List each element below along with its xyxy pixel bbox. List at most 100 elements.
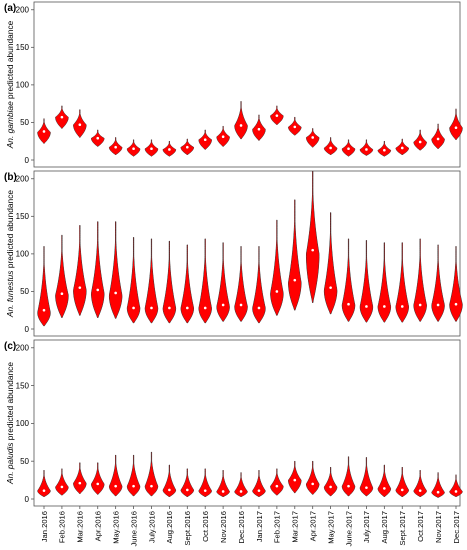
violin-7 bbox=[144, 238, 159, 324]
violin-13 bbox=[252, 114, 266, 141]
median-dot bbox=[418, 489, 422, 492]
violin-15 bbox=[288, 199, 302, 311]
median-dot bbox=[383, 148, 386, 152]
median-dot bbox=[150, 147, 153, 151]
y-tick-label: 0 bbox=[25, 495, 30, 504]
median-dot bbox=[186, 488, 189, 492]
y-tick-label: 150 bbox=[16, 212, 30, 221]
violin-22 bbox=[413, 470, 427, 497]
violin-19 bbox=[359, 139, 374, 156]
median-dot bbox=[42, 308, 46, 312]
median-dot bbox=[150, 306, 153, 310]
x-tick-label: Feb.2017 bbox=[273, 511, 282, 543]
median-dot bbox=[168, 306, 171, 310]
violin-11 bbox=[216, 470, 230, 497]
x-tick-label: Sept.2016 bbox=[183, 511, 192, 546]
violin-9 bbox=[180, 244, 195, 324]
median-dot bbox=[221, 303, 225, 307]
panel-label: (b) bbox=[4, 172, 17, 183]
violin-6 bbox=[126, 237, 141, 324]
median-dot bbox=[114, 291, 117, 295]
y-axis-label-rest: predicted abundance bbox=[5, 362, 15, 443]
violin-18 bbox=[341, 238, 356, 322]
violin-7 bbox=[144, 451, 159, 497]
violin-22 bbox=[413, 129, 427, 151]
y-tick-label: 200 bbox=[16, 344, 30, 353]
y-tick-label: 50 bbox=[20, 457, 29, 466]
median-dot bbox=[221, 490, 225, 493]
median-dot bbox=[42, 489, 46, 492]
violin-5 bbox=[108, 454, 123, 497]
x-tick-label: May.2017 bbox=[326, 511, 335, 544]
median-dot bbox=[383, 487, 386, 490]
median-dot bbox=[365, 305, 368, 308]
median-dot bbox=[365, 148, 368, 151]
violin-21 bbox=[395, 242, 409, 323]
median-dot bbox=[436, 137, 440, 141]
median-dot bbox=[275, 290, 279, 293]
median-dot bbox=[293, 125, 297, 129]
violin-8 bbox=[162, 464, 177, 497]
median-dot bbox=[96, 288, 100, 292]
median-dot bbox=[203, 138, 207, 142]
median-dot bbox=[168, 488, 171, 492]
median-dot bbox=[203, 306, 207, 310]
violin-19 bbox=[359, 240, 374, 323]
violin-20 bbox=[377, 140, 392, 157]
median-dot bbox=[257, 489, 261, 492]
median-dot bbox=[454, 126, 458, 129]
violin-17 bbox=[323, 212, 338, 315]
median-dot bbox=[186, 306, 189, 310]
median-dot bbox=[347, 302, 350, 306]
violin-12 bbox=[234, 472, 248, 497]
violin-12 bbox=[234, 246, 248, 322]
median-dot bbox=[239, 490, 243, 493]
y-axis-label: An. gambiae predicted abundance bbox=[5, 20, 15, 149]
median-dot bbox=[275, 114, 279, 117]
median-dot bbox=[257, 127, 261, 131]
x-tick-label: Apr.2017 bbox=[308, 511, 317, 541]
violin-12 bbox=[234, 101, 248, 140]
median-dot bbox=[293, 278, 297, 282]
violin-1 bbox=[37, 246, 51, 327]
violin-16 bbox=[305, 170, 320, 303]
y-tick-label: 50 bbox=[20, 287, 29, 296]
median-dot bbox=[114, 484, 117, 488]
y-axis-label: An. paludis predicted abundance bbox=[5, 362, 15, 485]
median-dot bbox=[347, 147, 350, 151]
violin-18 bbox=[341, 456, 356, 497]
y-tick-label: 0 bbox=[25, 325, 30, 334]
x-tick-label: June.2017 bbox=[344, 511, 353, 546]
y-axis-label: An. funestus predicted abundance bbox=[5, 190, 15, 318]
violin-1 bbox=[37, 470, 51, 497]
x-tick-label: Mar.2016 bbox=[76, 511, 85, 543]
y-tick-label: 200 bbox=[16, 175, 30, 184]
y-axis-label-rest: predicted abundance bbox=[5, 190, 15, 271]
y-tick-label: 200 bbox=[16, 6, 30, 15]
median-dot bbox=[275, 484, 279, 488]
y-tick-label: 50 bbox=[20, 118, 29, 127]
violin-6 bbox=[126, 454, 141, 497]
x-tick-label: Dec.2017 bbox=[452, 511, 461, 544]
median-dot bbox=[60, 292, 64, 295]
violin-24 bbox=[449, 474, 463, 497]
median-dot bbox=[329, 146, 332, 150]
violin-8 bbox=[162, 240, 177, 324]
median-dot bbox=[132, 484, 135, 488]
panel-label: (a) bbox=[4, 3, 16, 14]
y-tick-label: 0 bbox=[25, 156, 30, 165]
median-dot bbox=[418, 303, 422, 307]
x-tick-label: June.2016 bbox=[129, 511, 138, 546]
violin-20 bbox=[377, 464, 392, 497]
y-axis-label-rest: predicted abundance bbox=[5, 20, 15, 101]
median-dot bbox=[257, 306, 261, 310]
median-dot bbox=[311, 248, 314, 252]
violin-19 bbox=[359, 457, 374, 497]
x-tick-label: July.2016 bbox=[147, 511, 156, 543]
violin-11 bbox=[216, 242, 230, 322]
violin-14 bbox=[270, 468, 284, 496]
median-dot bbox=[42, 130, 46, 133]
violin-23 bbox=[431, 472, 445, 498]
violin-13 bbox=[252, 246, 266, 324]
